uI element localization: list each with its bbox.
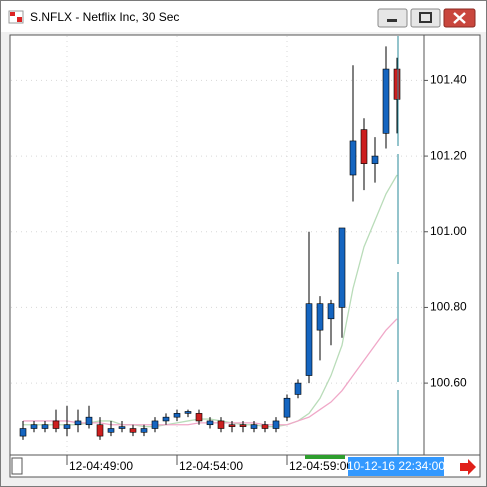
candle-body — [162, 416, 170, 422]
candle-body — [41, 424, 49, 429]
candle-body — [294, 382, 302, 395]
candle-body — [360, 129, 368, 164]
candle-body — [63, 424, 71, 429]
window-title: S.NFLX - Netflix Inc, 30 Sec — [30, 10, 179, 24]
candle-body — [173, 413, 181, 418]
cursor-label-box — [348, 457, 444, 476]
candle-body — [305, 303, 313, 376]
candle-body — [349, 140, 357, 176]
app-icon — [8, 10, 24, 24]
candle-body — [184, 411, 192, 414]
candle-body — [118, 426, 126, 429]
candle-body — [151, 420, 159, 429]
candle-body — [195, 413, 203, 422]
y-tick-label: 100.80 — [430, 300, 467, 314]
candle-body — [140, 428, 148, 433]
candle-body — [228, 424, 236, 427]
y-tick-label: 100.60 — [430, 375, 467, 389]
x-tick-label: 12-04:54:00 — [179, 459, 243, 473]
candle-body — [129, 428, 137, 433]
candle-body — [30, 424, 38, 429]
candle-body — [250, 424, 258, 429]
candle-body — [96, 424, 104, 437]
close-button[interactable] — [443, 8, 476, 28]
x-tick-label: 12-04:49:00 — [69, 459, 133, 473]
cursor-label: 10-12-16 22:34:00 — [347, 459, 445, 473]
candle-body — [327, 303, 335, 320]
candle-body — [239, 424, 247, 427]
candle-body — [393, 68, 401, 100]
minimize-button[interactable] — [377, 8, 408, 28]
candle-body — [206, 420, 214, 426]
plot-area — [9, 34, 425, 456]
candle-body — [261, 424, 269, 429]
candle-body — [382, 68, 390, 134]
x-tick-label: 12-04:59:00 — [289, 459, 353, 473]
candle-body — [107, 428, 115, 433]
scroll-right-arrow[interactable] — [460, 459, 476, 475]
y-tick-label: 101.00 — [430, 224, 467, 238]
candle-body — [272, 420, 280, 429]
candle-body — [74, 420, 82, 426]
maximize-button[interactable] — [410, 8, 441, 28]
candle-body — [52, 420, 60, 429]
candle-body — [283, 397, 291, 418]
candle-body — [85, 416, 93, 426]
y-tick-label: 101.40 — [430, 73, 467, 87]
scroll-box[interactable] — [11, 457, 23, 475]
candle-body — [19, 428, 27, 437]
candle-body — [371, 155, 379, 164]
candle-body — [316, 303, 324, 331]
candle-body — [338, 227, 346, 308]
candle-body — [217, 420, 225, 429]
session-marker — [305, 455, 345, 459]
price-axis — [423, 34, 481, 456]
y-tick-label: 101.20 — [430, 148, 467, 162]
